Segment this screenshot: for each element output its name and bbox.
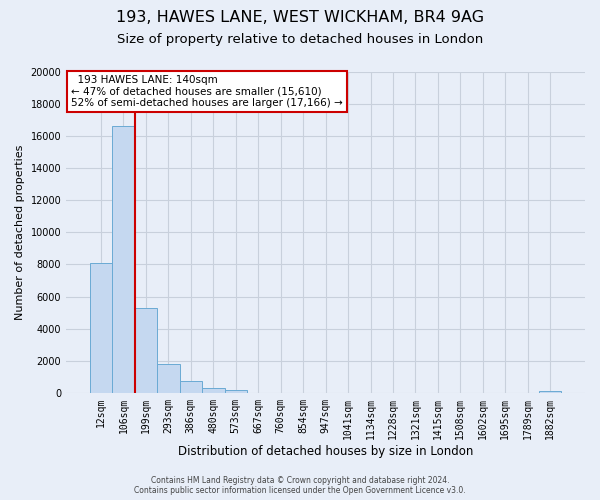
Bar (112, 126, 134, 393)
Bar (202, 388, 224, 393)
Text: Size of property relative to detached houses in London: Size of property relative to detached ho… (117, 32, 483, 46)
X-axis label: Distribution of detached houses by size in London: Distribution of detached houses by size … (178, 444, 473, 458)
Text: 193, HAWES LANE, WEST WICKHAM, BR4 9AG: 193, HAWES LANE, WEST WICKHAM, BR4 9AG (116, 10, 484, 25)
Bar (179, 381, 202, 393)
Y-axis label: Number of detached properties: Number of detached properties (15, 144, 25, 320)
Text: Contains HM Land Registry data © Crown copyright and database right 2024.
Contai: Contains HM Land Registry data © Crown c… (134, 476, 466, 495)
Bar (224, 390, 247, 393)
Bar (134, 308, 157, 393)
Bar (539, 390, 562, 393)
Bar (157, 364, 179, 393)
Bar (90, 263, 112, 393)
Text: 193 HAWES LANE: 140sqm  
← 47% of detached houses are smaller (15,610)
52% of se: 193 HAWES LANE: 140sqm ← 47% of detached… (71, 74, 343, 108)
